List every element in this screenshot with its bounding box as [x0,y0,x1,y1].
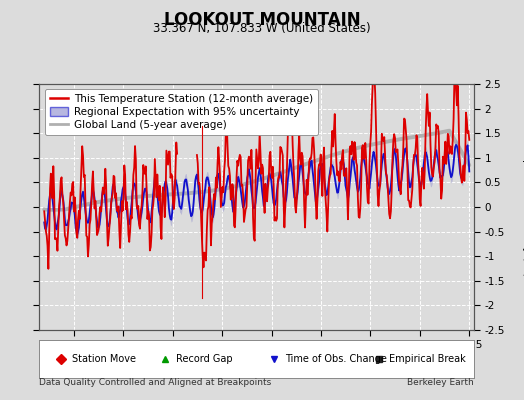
Y-axis label: Temperature Anomaly (°C): Temperature Anomaly (°C) [522,138,524,276]
Text: Station Move: Station Move [72,354,136,364]
Text: Record Gap: Record Gap [176,354,233,364]
Text: Time of Obs. Change: Time of Obs. Change [285,354,387,364]
Text: Berkeley Earth: Berkeley Earth [408,378,474,387]
Text: 33.367 N, 107.833 W (United States): 33.367 N, 107.833 W (United States) [153,22,371,35]
Text: LOOKOUT MOUNTAIN: LOOKOUT MOUNTAIN [163,11,361,29]
Legend: This Temperature Station (12-month average), Regional Expectation with 95% uncer: This Temperature Station (12-month avera… [45,89,318,135]
Text: Data Quality Controlled and Aligned at Breakpoints: Data Quality Controlled and Aligned at B… [39,378,271,387]
Text: Empirical Break: Empirical Break [389,354,466,364]
